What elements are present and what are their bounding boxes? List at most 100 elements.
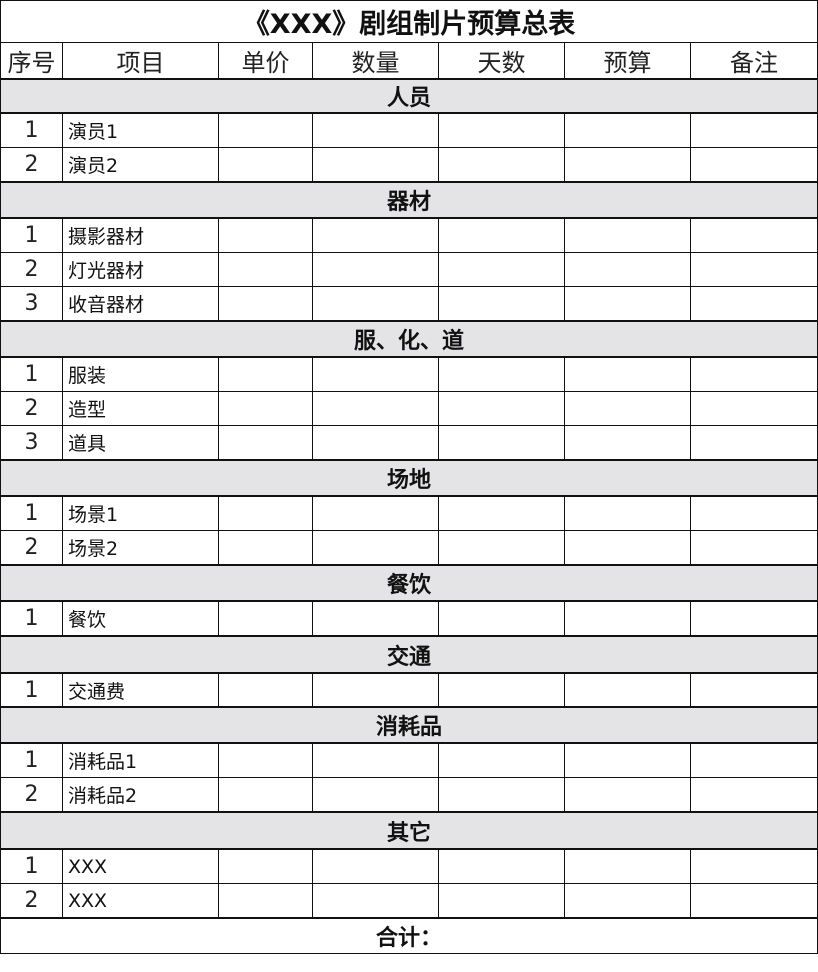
days-cell[interactable] <box>438 600 565 637</box>
days-cell[interactable] <box>438 848 565 884</box>
item-no[interactable]: 1 <box>0 742 63 778</box>
notes-cell[interactable] <box>689 495 818 531</box>
section-title[interactable]: 人员 <box>0 78 818 114</box>
unit-price-cell[interactable] <box>218 848 313 884</box>
budget-cell[interactable] <box>564 112 691 148</box>
days-cell[interactable] <box>438 495 565 531</box>
days-cell[interactable] <box>438 777 565 813</box>
unit-price-cell[interactable] <box>218 672 313 708</box>
notes-cell[interactable] <box>689 217 818 253</box>
days-cell[interactable] <box>438 252 565 287</box>
header-unit-price[interactable]: 单价 <box>218 42 313 80</box>
quantity-cell[interactable] <box>312 112 439 148</box>
unit-price-cell[interactable] <box>218 425 313 461</box>
notes-cell[interactable] <box>689 672 818 708</box>
item-no[interactable]: 1 <box>0 356 63 392</box>
header-days[interactable]: 天数 <box>438 42 565 80</box>
item-no[interactable]: 3 <box>0 425 63 461</box>
item-no[interactable]: 1 <box>0 848 63 884</box>
notes-cell[interactable] <box>689 848 818 884</box>
notes-cell[interactable] <box>689 742 818 778</box>
budget-cell[interactable] <box>564 495 691 531</box>
days-cell[interactable] <box>438 147 565 183</box>
budget-cell[interactable] <box>564 600 691 637</box>
budget-cell[interactable] <box>564 777 691 813</box>
item-name[interactable]: 造型 <box>62 391 219 426</box>
total-label[interactable]: 合计： <box>0 917 818 954</box>
item-name[interactable]: 餐饮 <box>62 600 219 637</box>
days-cell[interactable] <box>438 286 565 322</box>
budget-cell[interactable] <box>564 848 691 884</box>
quantity-cell[interactable] <box>312 600 439 637</box>
quantity-cell[interactable] <box>312 848 439 884</box>
unit-price-cell[interactable] <box>218 391 313 426</box>
quantity-cell[interactable] <box>312 391 439 426</box>
item-name[interactable]: 消耗品1 <box>62 742 219 778</box>
budget-cell[interactable] <box>564 286 691 322</box>
item-name[interactable]: 灯光器材 <box>62 252 219 287</box>
item-name[interactable]: 道具 <box>62 425 219 461</box>
quantity-cell[interactable] <box>312 777 439 813</box>
quantity-cell[interactable] <box>312 217 439 253</box>
item-no[interactable]: 2 <box>0 777 63 813</box>
sheet-title[interactable]: 《XXX》剧组制片预算总表 <box>0 0 818 43</box>
unit-price-cell[interactable] <box>218 600 313 637</box>
unit-price-cell[interactable] <box>218 495 313 531</box>
item-no[interactable]: 3 <box>0 286 63 322</box>
item-no[interactable]: 1 <box>0 672 63 708</box>
quantity-cell[interactable] <box>312 672 439 708</box>
header-quantity[interactable]: 数量 <box>312 42 439 80</box>
budget-cell[interactable] <box>564 425 691 461</box>
notes-cell[interactable] <box>689 356 818 392</box>
item-no[interactable]: 2 <box>0 252 63 287</box>
quantity-cell[interactable] <box>312 286 439 322</box>
item-no[interactable]: 1 <box>0 217 63 253</box>
item-name[interactable]: 场景1 <box>62 495 219 531</box>
item-no[interactable]: 1 <box>0 600 63 637</box>
notes-cell[interactable] <box>689 777 818 813</box>
item-no[interactable]: 2 <box>0 883 63 919</box>
days-cell[interactable] <box>438 217 565 253</box>
item-name[interactable]: 交通费 <box>62 672 219 708</box>
unit-price-cell[interactable] <box>218 883 313 919</box>
item-no[interactable]: 2 <box>0 147 63 183</box>
notes-cell[interactable] <box>689 530 818 566</box>
days-cell[interactable] <box>438 112 565 148</box>
days-cell[interactable] <box>438 391 565 426</box>
notes-cell[interactable] <box>689 147 818 183</box>
quantity-cell[interactable] <box>312 356 439 392</box>
notes-cell[interactable] <box>689 286 818 322</box>
budget-cell[interactable] <box>564 252 691 287</box>
notes-cell[interactable] <box>689 600 818 637</box>
notes-cell[interactable] <box>689 883 818 919</box>
notes-cell[interactable] <box>689 425 818 461</box>
budget-cell[interactable] <box>564 883 691 919</box>
item-no[interactable]: 1 <box>0 112 63 148</box>
unit-price-cell[interactable] <box>218 217 313 253</box>
budget-cell[interactable] <box>564 672 691 708</box>
section-title[interactable]: 其它 <box>0 811 818 850</box>
notes-cell[interactable] <box>689 391 818 426</box>
section-title[interactable]: 消耗品 <box>0 706 818 744</box>
budget-cell[interactable] <box>564 391 691 426</box>
quantity-cell[interactable] <box>312 883 439 919</box>
header-no[interactable]: 序号 <box>0 42 63 80</box>
section-title[interactable]: 餐饮 <box>0 564 818 602</box>
header-item[interactable]: 项目 <box>62 42 219 80</box>
days-cell[interactable] <box>438 530 565 566</box>
unit-price-cell[interactable] <box>218 777 313 813</box>
item-name[interactable]: XXX <box>62 848 219 884</box>
unit-price-cell[interactable] <box>218 356 313 392</box>
header-budget[interactable]: 预算 <box>564 42 691 80</box>
item-no[interactable]: 1 <box>0 495 63 531</box>
unit-price-cell[interactable] <box>218 742 313 778</box>
item-name[interactable]: 消耗品2 <box>62 777 219 813</box>
unit-price-cell[interactable] <box>218 286 313 322</box>
header-notes[interactable]: 备注 <box>689 42 818 80</box>
item-name[interactable]: 摄影器材 <box>62 217 219 253</box>
quantity-cell[interactable] <box>312 252 439 287</box>
item-name[interactable]: XXX <box>62 883 219 919</box>
item-name[interactable]: 场景2 <box>62 530 219 566</box>
budget-cell[interactable] <box>564 742 691 778</box>
unit-price-cell[interactable] <box>218 530 313 566</box>
